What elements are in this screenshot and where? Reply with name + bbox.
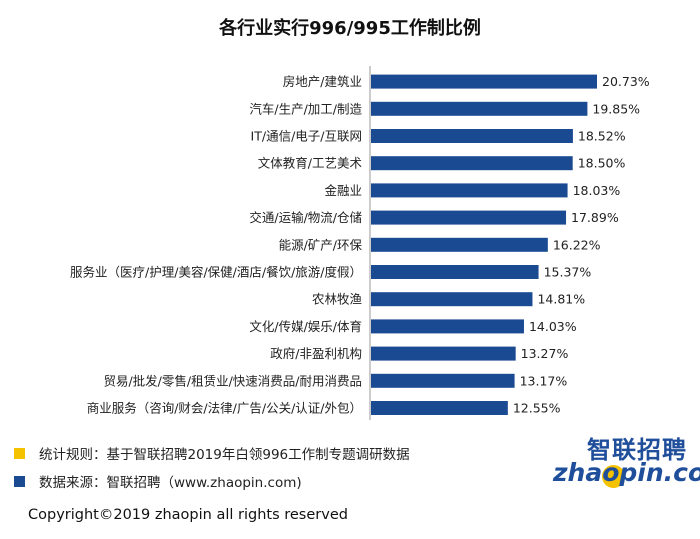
value-label-4: 18.03% — [573, 183, 621, 198]
logo-dot — [602, 465, 625, 488]
category-label-0: 房地产/建筑业 — [283, 74, 362, 89]
bar-6 — [371, 237, 548, 252]
category-label-7: 服务业（医疗/护理/美容/保健/酒店/餐饮/旅游/度假） — [70, 265, 362, 280]
value-label-12: 12.55% — [513, 401, 561, 416]
category-label-9: 文化/传媒/娱乐/体育 — [249, 319, 362, 334]
bar-7 — [371, 265, 539, 279]
bar-8 — [371, 292, 533, 307]
chart-title: 各行业实行996/995工作制比例 — [219, 18, 481, 39]
value-label-1: 19.85% — [592, 101, 640, 116]
value-label-8: 14.81% — [537, 292, 585, 307]
category-label-1: 汽车/生产/加工/制造 — [249, 101, 362, 116]
category-label-6: 能源/矿产/环保 — [279, 237, 363, 252]
logo-text-cn: 智联招聘 — [587, 436, 687, 464]
value-label-9: 14.03% — [529, 319, 577, 334]
bar-9 — [371, 319, 524, 334]
bar-3 — [371, 156, 573, 171]
legend-swatch-0 — [14, 447, 25, 459]
category-label-8: 农林牧渔 — [312, 292, 362, 307]
copyright-text: Copyright©2019 zhaopin all rights reserv… — [28, 507, 348, 523]
category-label-2: IT/通信/电子/互联网 — [251, 129, 362, 144]
legend-swatch-1 — [14, 475, 25, 487]
zhaopin-logo: 智联招聘 zhaopin.com — [553, 430, 700, 494]
category-label-4: 金融业 — [324, 183, 362, 198]
value-label-0: 20.73% — [602, 74, 650, 89]
category-label-5: 交通/运输/物流/仓储 — [249, 210, 362, 225]
value-label-2: 18.52% — [578, 129, 626, 144]
bar-5 — [371, 210, 567, 225]
bar-chart: 房地产/建筑业 20.73% 汽车/生产/加工/制造 19.85% IT/通信/电子/互… — [70, 66, 650, 420]
category-label-10: 政府/非盈利机构 — [270, 346, 362, 361]
legend-item-0: 统计规则：基于智联招聘2019年白领996工作制专题调研数据 — [14, 443, 410, 463]
value-label-6: 16.22% — [553, 237, 601, 252]
category-label-12: 商业服务（咨询/财会/法律/广告/公关/认证/外包） — [87, 401, 362, 416]
bar-1 — [371, 101, 588, 116]
value-label-11: 13.17% — [520, 373, 568, 388]
category-label-11: 贸易/批发/零售/租赁业/快速消费品/耐用消费品 — [103, 373, 362, 388]
value-label-10: 13.27% — [521, 346, 569, 361]
legend-item-1: 数据来源：智联招聘（www.zhaopin.com) — [14, 471, 302, 491]
legend-text-1: 数据来源：智联招聘（www.zhaopin.com) — [39, 475, 302, 491]
bar-0 — [371, 74, 597, 89]
bar-4 — [371, 183, 568, 198]
value-label-3: 18.50% — [578, 156, 626, 171]
legend-text-0: 统计规则：基于智联招聘2019年白领996工作制专题调研数据 — [39, 447, 410, 463]
bar-12 — [371, 401, 508, 415]
bar-10 — [371, 346, 516, 361]
logo-text-en: zhaopin.com — [553, 458, 700, 487]
category-label-3: 文体教育/工艺美术 — [258, 156, 363, 171]
bar-2 — [371, 129, 573, 143]
value-label-5: 17.89% — [571, 210, 619, 225]
value-label-7: 15.37% — [544, 265, 592, 280]
bar-11 — [371, 373, 515, 388]
